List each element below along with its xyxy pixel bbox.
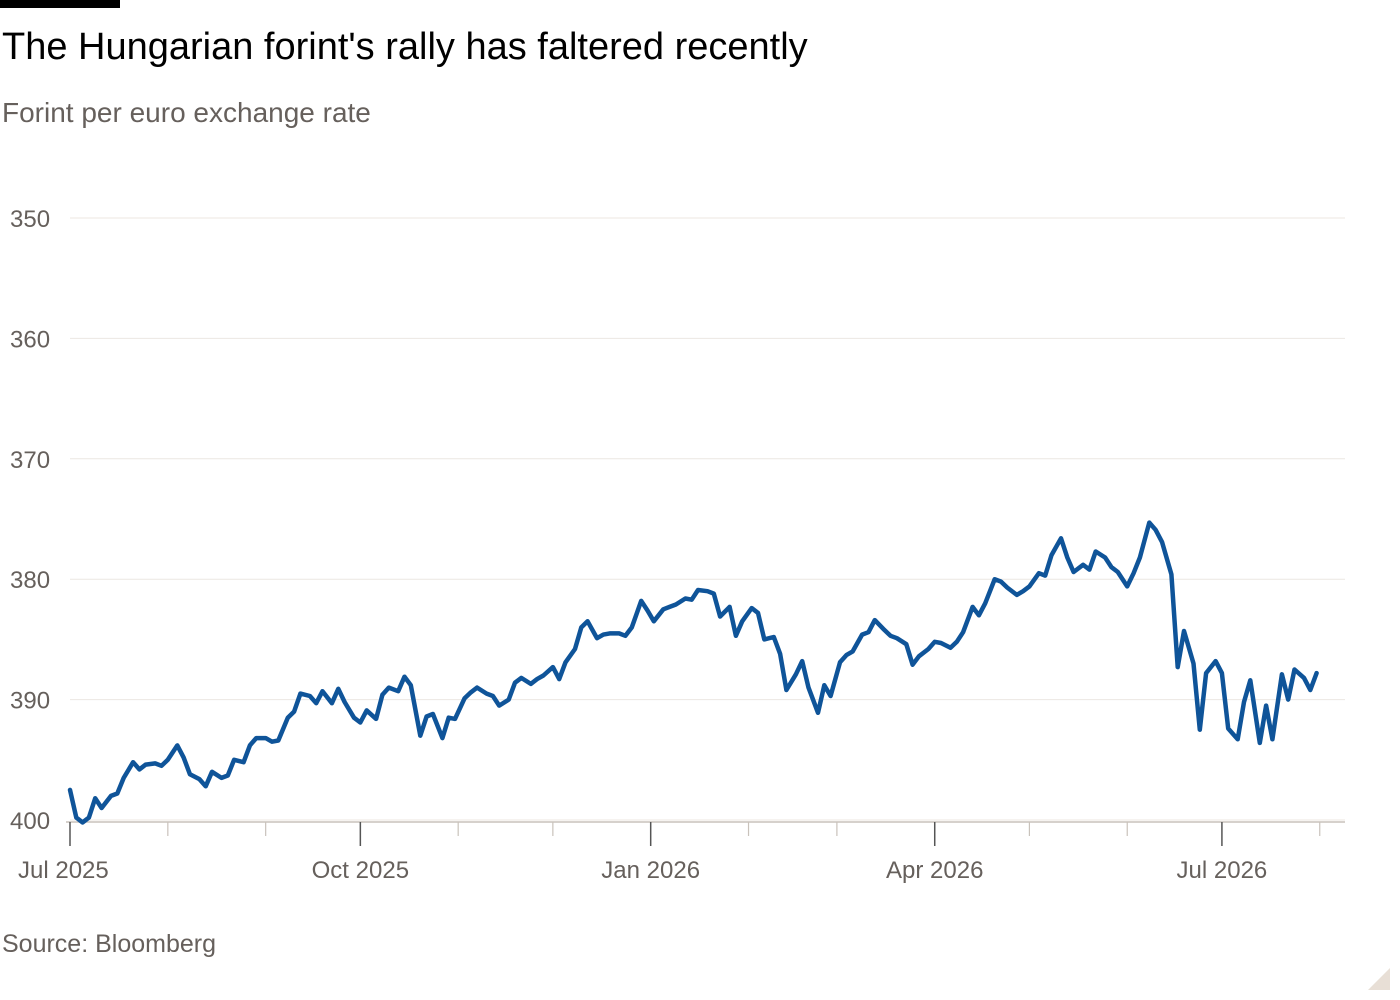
y-tick-label: 360 xyxy=(10,326,50,353)
source-note: Source: Bloomberg xyxy=(2,930,217,958)
y-tick-label: 380 xyxy=(10,567,50,594)
x-tick-label: Oct 2025 xyxy=(312,857,409,884)
x-tick-label: Jul 2025 xyxy=(18,857,109,884)
y-axis-ticks: 350 360 370 380 390 400 xyxy=(10,206,50,835)
chart-subtitle: Forint per euro exchange rate xyxy=(2,97,371,128)
y-tick-label: 350 xyxy=(10,206,50,233)
x-tick-label: Apr 2026 xyxy=(886,857,983,884)
chart-title: The Hungarian forint's rally has faltere… xyxy=(2,26,808,68)
corner-mark xyxy=(1368,968,1390,990)
x-tick-label: Jul 2026 xyxy=(1177,857,1268,884)
brand-bar xyxy=(0,0,120,8)
y-tick-label: 400 xyxy=(10,808,50,835)
gridlines xyxy=(70,217,1345,821)
series-line xyxy=(67,520,1319,825)
x-tick-label: Jan 2026 xyxy=(601,857,700,884)
x-axis: Jul 2025 Oct 2025 Jan 2026 Apr 2026 Jul 2026 xyxy=(18,821,1345,884)
y-tick-label: 370 xyxy=(10,447,50,474)
y-tick-label: 390 xyxy=(10,688,50,715)
series-lines xyxy=(67,520,1319,825)
